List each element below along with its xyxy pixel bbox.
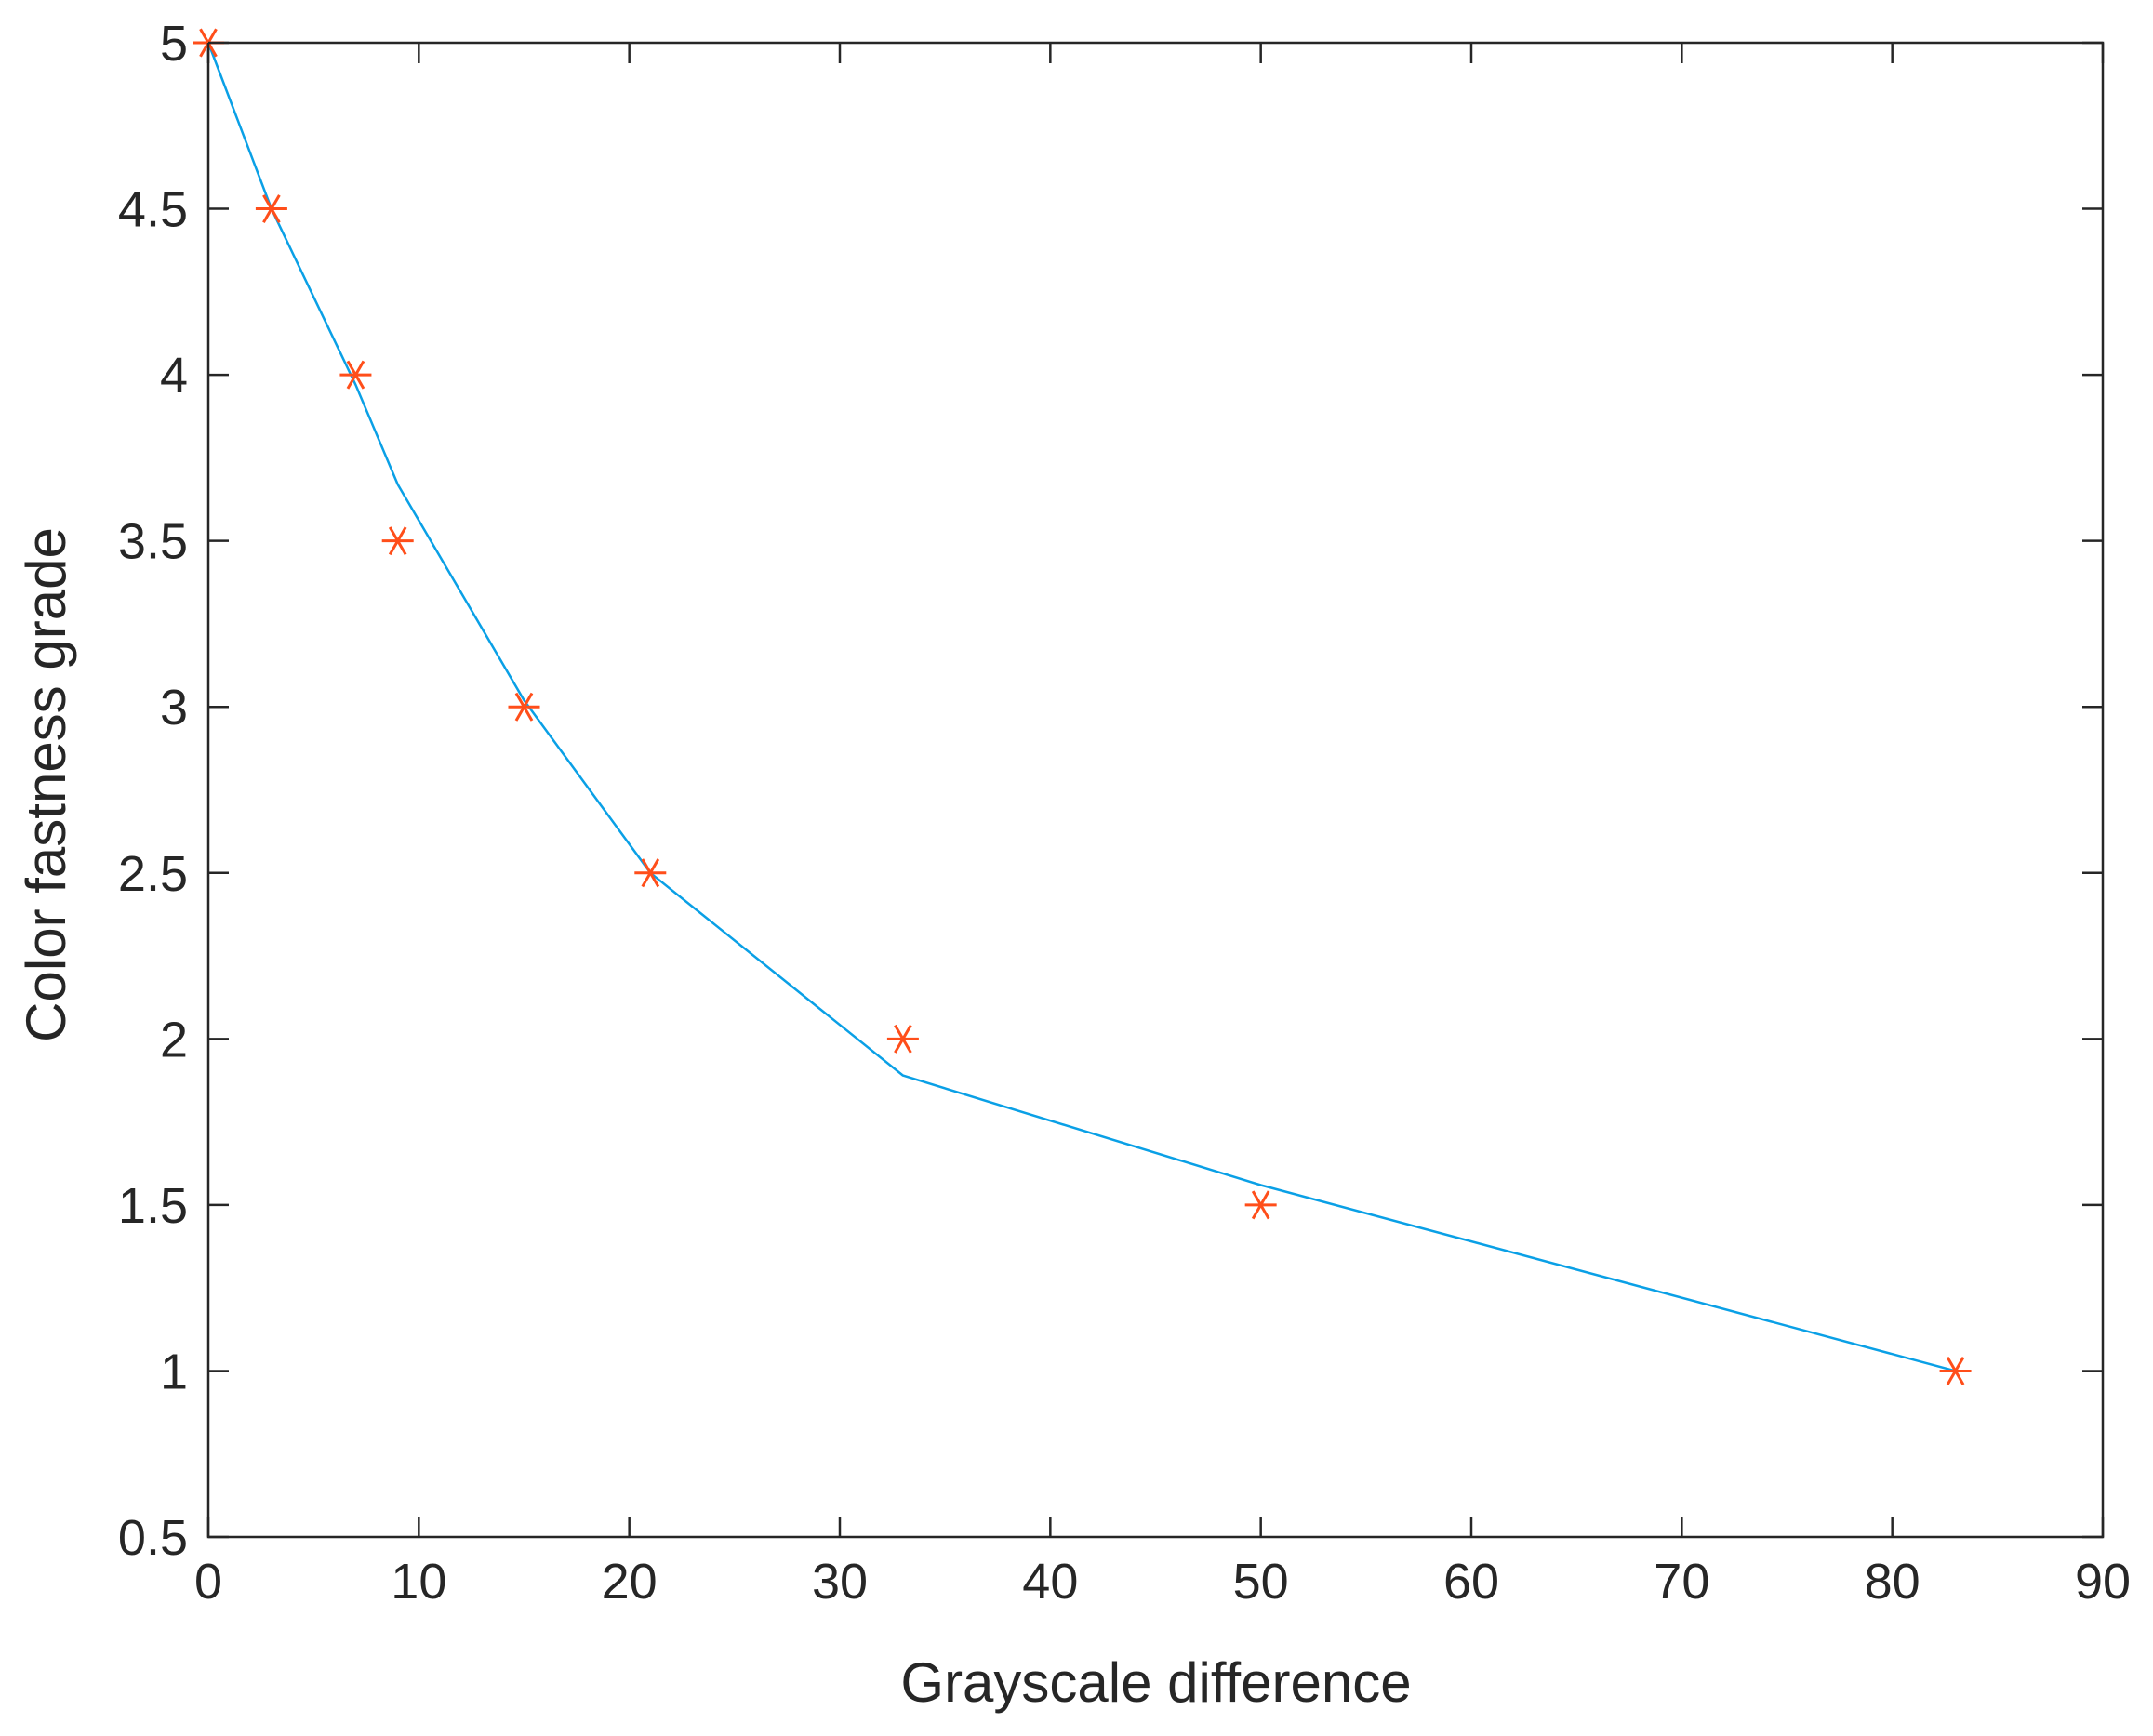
x-tick-label: 0: [194, 1554, 222, 1610]
data-point-marker: [886, 1024, 919, 1054]
y-tick-label: 5: [160, 16, 188, 72]
series-layer: [193, 28, 1972, 1385]
data-point-marker: [381, 526, 414, 556]
axes-box: [206, 41, 2105, 1539]
x-tick-label: 20: [602, 1554, 658, 1610]
data-point-marker: [255, 194, 287, 224]
fit-line: [206, 42, 1956, 1372]
marker-stroke: [641, 858, 660, 888]
x-tick-label: 60: [1443, 1554, 1499, 1610]
data-point-marker: [1244, 1190, 1277, 1220]
x-tick-label: 90: [2075, 1554, 2131, 1610]
y-tick-label: 4: [160, 348, 188, 404]
data-point-marker: [508, 692, 540, 722]
x-tick-label: 30: [812, 1554, 868, 1610]
x-tick-label: 40: [1022, 1554, 1078, 1610]
data-point-marker: [634, 858, 667, 888]
x-axis-label: Grayscale difference: [900, 1651, 1411, 1714]
plot-area: [206, 41, 2105, 1539]
x-tick-label: 80: [1865, 1554, 1920, 1610]
y-tick-label: 1.5: [118, 1178, 188, 1234]
x-tick-label: 70: [1654, 1554, 1709, 1610]
y-axis-label: Color fastness grade: [15, 527, 77, 1042]
marker-stroke: [388, 526, 407, 556]
y-tick-label: 1: [160, 1344, 188, 1399]
y-tick-label: 2.5: [118, 846, 188, 902]
marker-stroke: [514, 692, 534, 722]
marker-stroke: [262, 194, 281, 224]
marker-stroke: [894, 1024, 912, 1054]
data-point-marker: [1939, 1356, 1972, 1385]
y-tick-label: 3: [160, 680, 188, 735]
y-tick-label: 2: [160, 1012, 188, 1067]
y-tick-label: 3.5: [118, 514, 188, 570]
marker-stroke: [1946, 1356, 1965, 1385]
y-tick-label: 0.5: [118, 1510, 188, 1566]
x-tick-label: 10: [391, 1554, 446, 1610]
x-tick-label: 50: [1233, 1554, 1289, 1610]
marker-stroke: [1251, 1190, 1270, 1220]
marker-stroke: [346, 360, 365, 390]
data-point-marker: [339, 360, 372, 390]
tick-layer: 0 10 20 30 40 50 60 70 80 90 0.5 1 1.5 2 2.5 3 3.5 4 4.5 5: [118, 16, 2131, 1610]
y-tick-label: 4.5: [118, 182, 188, 238]
